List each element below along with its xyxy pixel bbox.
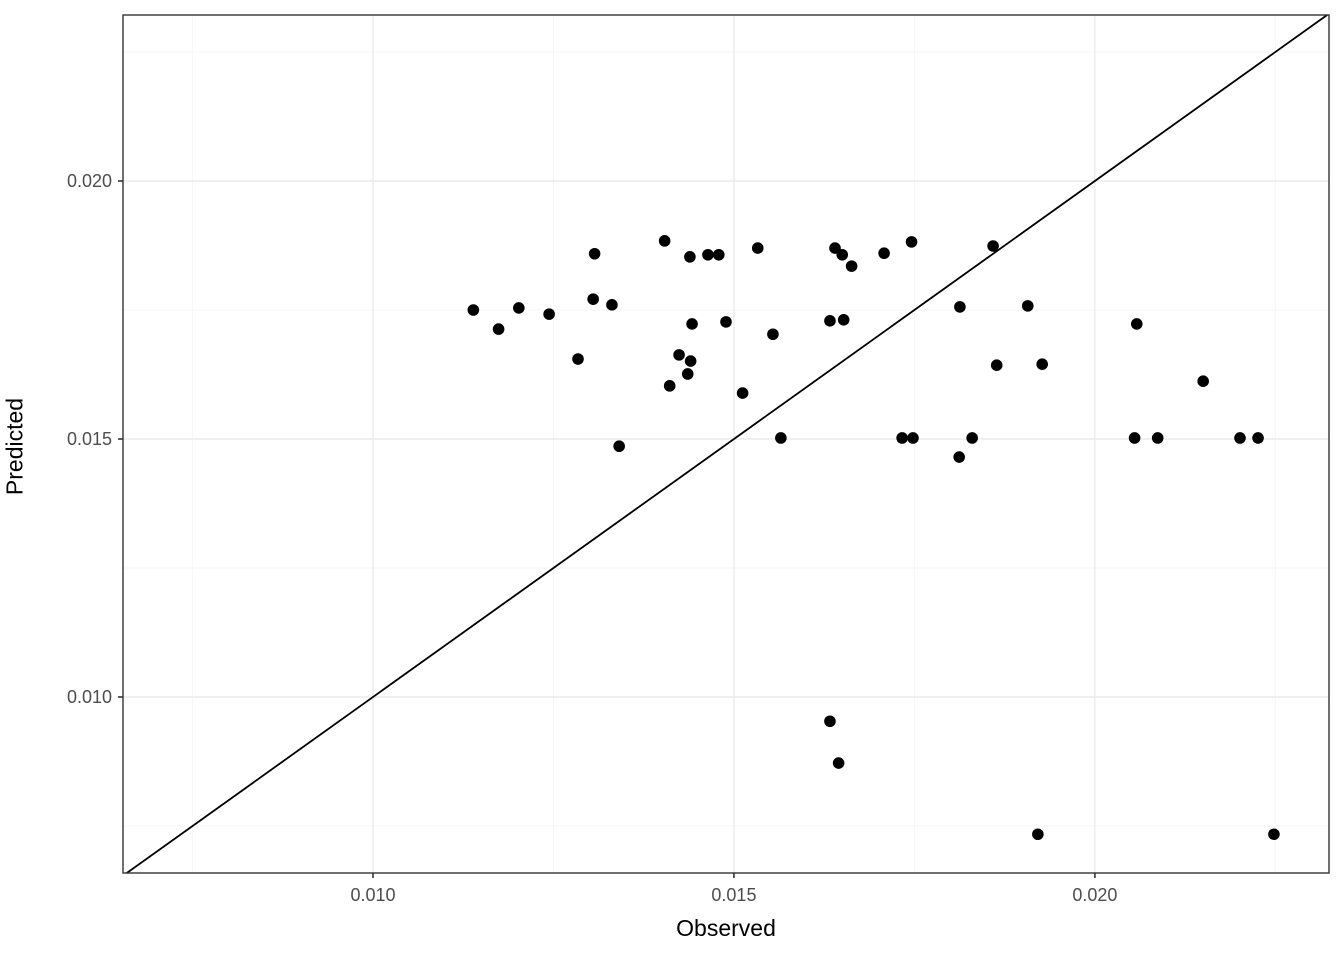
panel-border [122, 14, 1330, 874]
data-point [467, 304, 480, 316]
data-point [966, 432, 978, 444]
data-point [990, 359, 1003, 372]
data-point [1032, 828, 1044, 841]
data-point [836, 248, 849, 261]
data-point [686, 318, 698, 330]
y-axis-title: Predicted [1, 397, 28, 496]
data-point [1234, 432, 1246, 444]
data-point [954, 301, 966, 313]
data-point [832, 757, 845, 769]
data-point [684, 355, 697, 367]
y-tick-label: 0.015 [67, 429, 112, 449]
data-point [684, 251, 696, 263]
data-point [663, 380, 676, 392]
data-point [767, 328, 779, 341]
data-point [878, 247, 890, 260]
data-point [712, 248, 725, 261]
data-point [720, 316, 732, 328]
y-tick-label: 0.020 [67, 171, 112, 191]
data-point [513, 302, 525, 314]
data-point [775, 432, 787, 444]
data-point [736, 387, 749, 399]
data-point [1151, 432, 1164, 444]
data-point [905, 236, 918, 248]
data-point [1252, 432, 1264, 444]
data-point [1036, 358, 1048, 370]
x-axis-title: Observed [676, 915, 776, 941]
data-point [824, 315, 836, 327]
data-point [588, 247, 601, 260]
data-point [987, 240, 999, 252]
data-point [543, 308, 555, 320]
data-point [1021, 300, 1034, 312]
data-point [613, 440, 625, 453]
data-point [572, 353, 584, 365]
data-point [896, 432, 908, 444]
data-point [907, 432, 919, 444]
x-tick-label: 0.010 [350, 885, 395, 905]
data-point [751, 242, 764, 254]
data-point [837, 313, 850, 326]
data-point [681, 368, 694, 380]
data-point [845, 260, 858, 272]
data-point [673, 349, 685, 361]
data-point [953, 451, 965, 463]
y-tick-label: 0.010 [67, 687, 112, 707]
data-point [702, 248, 714, 261]
data-point [658, 235, 671, 247]
identity-line [126, 14, 1328, 874]
data-point [1128, 432, 1141, 444]
data-point [824, 715, 836, 728]
data-point [1197, 375, 1209, 388]
x-tick-label: 0.020 [1072, 885, 1117, 905]
data-point [587, 293, 599, 305]
data-point [1130, 318, 1143, 330]
data-point [492, 323, 505, 335]
data-point [606, 299, 618, 311]
x-tick-label: 0.015 [711, 885, 756, 905]
data-point [1268, 828, 1280, 841]
